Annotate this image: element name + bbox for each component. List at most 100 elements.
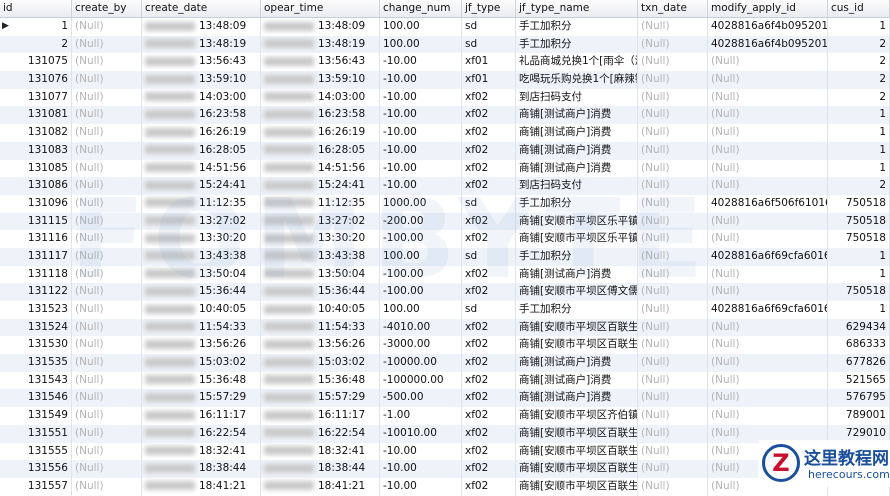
table-cell: xf02 [462,283,516,301]
cell-text: -1.00 [383,409,411,422]
table-row[interactable]: 2 (Null) 13:48:19 13:48:19 100.00 sd 手工加积分 (Nul… [0,35,890,54]
table-row[interactable]: 131122 (Null) 15:36:44 15:36:44 -100.00 xf02 商… [0,283,890,301]
cell-text: 13:50:04 [318,267,366,280]
table-cell: (Null) [72,18,142,36]
table-cell: 13:30:20 [142,230,261,248]
cell-text: (Null) [711,409,740,422]
cell-text: 15:03:02 [318,356,366,369]
table-cell: (Null) [72,354,142,372]
table-cell: sd [462,194,516,213]
cell-text: (Null) [641,161,670,174]
table-cell: 18:32:41 [261,442,380,461]
table-row[interactable]: 131543 (Null) 15:36:48 15:36:48 -100000.00 xf… [0,371,890,390]
table-cell: xf02 [462,371,516,390]
redacted-date [145,180,195,190]
cell-text: 15:03:02 [199,356,247,369]
table-cell: (Null) [72,230,142,248]
table-cell: 131075 [0,53,72,72]
table-row[interactable]: 131076 (Null) 13:59:10 13:59:10 -10.00 xf01 吃喝… [0,71,890,89]
table-row[interactable]: 131549 (Null) 16:11:17 16:11:17 -1.00 xf02 商铺[… [0,407,890,425]
table-cell: 10:40:05 [261,301,380,319]
cell-text: 14:51:56 [199,161,247,174]
table-cell: 13:56:43 [142,53,261,72]
cell-text: (Null) [641,303,670,315]
column-header[interactable]: opear_time [261,0,380,17]
table-cell: 商铺[安顺市平坝区乐平镇德 [516,212,638,231]
cell-text: (Null) [711,232,740,245]
table-row[interactable]: 131096 (Null) 11:12:35 11:12:35 1000.00 sd 手工加… [0,194,890,213]
table-row[interactable]: 131530 (Null) 13:56:26 13:56:26 -3000.00 xf02… [0,336,890,355]
table-cell: -10.00 [380,124,462,142]
column-header[interactable]: change_num [380,0,462,17]
table-row[interactable]: 131555 (Null) 18:32:41 18:32:41 -10.00 xf02 商铺… [0,442,890,461]
table-row[interactable]: 131551 (Null) 16:22:54 16:22:54 -10010.00 xf0… [0,424,890,443]
redacted-date [264,216,314,226]
table-row[interactable]: 131524 (Null) 11:54:33 11:54:33 -4010.00 xf02… [0,318,890,337]
table-row[interactable]: 131556 (Null) 18:38:44 18:38:44 -10.00 xf02 商铺… [0,460,890,478]
table-cell: (Null) [72,318,142,337]
table-row[interactable]: 131116 (Null) 13:30:20 13:30:20 -100.00 xf02 商… [0,230,890,248]
table-row[interactable]: 131535 (Null) 15:03:02 15:03:02 -10000.00 xf0… [0,354,890,372]
cell-text: 131117 [27,249,68,262]
table-cell: 1 [828,159,890,178]
table-cell: (Null) [638,283,708,301]
column-header[interactable]: create_date [142,0,261,17]
table-row[interactable]: 131086 (Null) 15:24:41 15:24:41 -10.00 xf02 到店… [0,177,890,195]
cell-text: -100.00 [383,285,424,298]
table-cell: (Null) [638,424,708,443]
column-header[interactable]: jf_type_name [516,0,638,17]
column-header[interactable]: cus_id [828,0,890,17]
table-cell: 商铺[测试商户]消费 [516,159,638,178]
table-row[interactable]: 131075 (Null) 13:56:43 13:56:43 -10.00 xf01 礼品… [0,53,890,72]
table-row[interactable]: 131523 (Null) 10:40:05 10:40:05 100.00 sd 手工加积… [0,301,890,319]
table-cell: xf02 [462,177,516,195]
column-header[interactable]: modify_apply_id [708,0,828,17]
cell-text: 商铺[测试商户]消费 [519,356,612,369]
column-header[interactable]: create_by [72,0,142,17]
table-cell: 手工加积分 [516,18,638,36]
table-row[interactable]: 131546 (Null) 15:57:29 15:57:29 -500.00 xf02 商… [0,389,890,408]
cell-text: 15:36:44 [199,285,247,298]
cell-text: 750518 [845,285,886,298]
redacted-date [264,392,314,402]
cell-text: 131551 [27,426,68,439]
column-header[interactable]: jf_type [462,0,516,17]
column-header[interactable]: txn_date [638,0,708,17]
cell-text: (Null) [75,249,104,262]
redacted-date [145,39,195,49]
table-row[interactable]: 131083 (Null) 16:28:05 16:28:05 -10.00 xf02 商铺… [0,141,890,160]
table-cell: xf02 [462,336,516,355]
table-row[interactable]: 131117 (Null) 13:43:38 13:43:38 100.00 sd 手工加积… [0,247,890,266]
cell-text: (Null) [75,73,104,86]
table-row[interactable]: 131115 (Null) 13:27:02 13:27:02 -200.00 xf02 商… [0,212,890,231]
cell-text: (Null) [75,426,104,439]
table-cell: (Null) [638,124,708,142]
cell-text: 13:48:09 [318,20,366,32]
cell-text: -10000.00 [383,356,437,369]
table-cell: 13:56:43 [261,53,380,72]
cell-text: -100.00 [383,267,424,280]
table-cell: 13:43:38 [142,247,261,266]
table-cell: xf02 [462,212,516,231]
cell-text: (Null) [711,285,740,298]
table-cell: xf02 [462,442,516,461]
table-row[interactable]: 131118 (Null) 13:50:04 13:50:04 -100.00 xf02 商… [0,265,890,284]
table-cell: 131096 [0,194,72,213]
cell-text: xf02 [465,126,489,139]
cell-text: 商铺[安顺市平坝区乐平镇德 [519,232,638,245]
table-cell: xf02 [462,389,516,408]
table-cell: 131122 [0,283,72,301]
table-row[interactable]: 131082 (Null) 16:26:19 16:26:19 -10.00 xf02 商铺… [0,124,890,142]
table-row[interactable]: 131085 (Null) 14:51:56 14:51:56 -10.00 xf02 商铺… [0,159,890,178]
cell-text: 15:36:48 [199,373,247,386]
table-row[interactable]: ▶ 1 (Null) 13:48:09 13:48:09 100.00 sd 手工加积分 (Nu… [0,18,890,36]
table-cell: 商铺[安顺市平坝区百联生商 [516,424,638,443]
table-row[interactable]: 131077 (Null) 14:03:00 14:03:00 -10.00 xf02 到店… [0,88,890,107]
cell-text: 18:32:41 [199,444,247,457]
cell-text: 13:48:19 [318,37,366,50]
table-row[interactable]: 131081 (Null) 16:23:58 16:23:58 -10.00 xf02 商铺… [0,106,890,125]
cell-text: sd [465,37,478,50]
table-cell: 131115 [0,212,72,231]
table-cell: -500.00 [380,389,462,408]
column-header[interactable]: id [0,0,72,17]
